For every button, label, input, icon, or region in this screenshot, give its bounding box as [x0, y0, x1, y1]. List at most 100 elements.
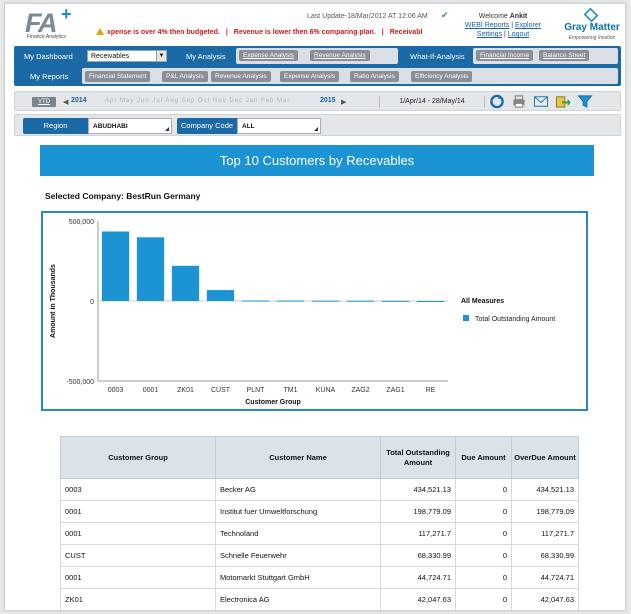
column-header[interactable]: OverDue Amount [511, 436, 579, 479]
refresh-icon[interactable] [489, 94, 505, 109]
table-cell: 198,779.09 [380, 500, 456, 523]
column-header[interactable]: Customer Group [60, 436, 216, 479]
legend-item: Total Outstanding Amount [463, 315, 555, 323]
prev-year-icon[interactable]: ◀ [63, 99, 69, 106]
table-cell: 198,779.09 [511, 500, 579, 523]
bar [241, 300, 270, 302]
dropdown-corner-icon [165, 127, 169, 131]
table-header-row: Customer Group Customer Name Total Outstan… [60, 436, 579, 479]
table-cell: Electronica AG [215, 588, 381, 610]
bar [136, 237, 165, 301]
bar [276, 300, 305, 302]
report-link[interactable]: Efficiency Analysis [411, 71, 473, 82]
warning-icon [96, 28, 104, 35]
column-header[interactable]: Customer Name [215, 436, 381, 479]
table-cell: 0 [455, 544, 512, 567]
email-icon[interactable] [533, 94, 549, 109]
bar [346, 300, 375, 302]
table-cell: 0 [455, 478, 512, 501]
bar [101, 231, 130, 301]
table-row: CUST Schnelle Feuerwehr 68,330.99 0 68,330.9… [60, 544, 579, 567]
table-cell: Technoland [215, 522, 381, 545]
bar [381, 300, 410, 302]
my-dashboard-menu[interactable]: My Dashboard [24, 52, 73, 61]
revenue-analysis-link[interactable]: Revenue Analysis [310, 50, 370, 61]
report-link[interactable]: P&L Analysis [162, 71, 208, 82]
what-if-menu[interactable]: What-If-Analysis [410, 52, 465, 61]
time-navigator: YTD ◀ 2014 Apr May Jun Jul Aug Sep Oct N… [14, 91, 621, 111]
company-code-select[interactable]: ALL [237, 118, 321, 134]
x-axis-label: Customer Group [245, 399, 301, 406]
table-cell: 0 [455, 566, 512, 589]
table-cell: 68,330.99 [380, 544, 456, 567]
gray-matter-logo: Gray Matter Empowering Intuition [562, 7, 622, 43]
month-strip[interactable]: Apr May Jun Jul Aug Sep Oct Nov Dec Jan … [105, 98, 291, 104]
table-cell: ZK01 [61, 611, 216, 612]
ytd-button[interactable]: YTD [32, 97, 56, 107]
bar [311, 300, 340, 302]
report-link[interactable]: Expense Analysis [280, 71, 339, 82]
webi-reports-link[interactable]: WEBI Reports [464, 22, 510, 29]
app-window: FA + Finance Analytics Last Update-18/Ma… [4, 3, 626, 611]
table-cell: CUST [60, 544, 216, 567]
column-header[interactable]: Due Amount [455, 436, 512, 479]
y-tick-label: 0 [90, 299, 94, 306]
chevron-down-icon: ▼ [156, 51, 166, 61]
logout-link[interactable]: Logout [507, 31, 530, 38]
bar [206, 290, 235, 301]
chart-container: 500,000 0 -500,000 0003 0001 ZK01 CUST PLNT TM1 K… [41, 211, 588, 411]
table-cell: 41,592.68 [512, 611, 579, 612]
y-axis-label: Amount in Thousands [50, 264, 57, 338]
ticker-item: Receivabl [389, 29, 423, 36]
table-row: ZK01 Electronica AG 42,047.63 0 42,047.63 [60, 588, 579, 610]
table-cell: 42,047.63 [380, 588, 456, 610]
y-tick-label: 500,000 [69, 219, 94, 226]
table-cell: 0001 [60, 566, 216, 589]
balance-sheet-link[interactable]: Balance Sheet [539, 50, 590, 61]
table-row: ZK01Maximum Energy41,592.68041,592.68 [61, 611, 579, 612]
report-link[interactable]: Revenue Analysis [211, 71, 271, 82]
table-cell: 0 [456, 611, 512, 612]
bar [416, 301, 445, 302]
welcome-text: Welcome [478, 13, 508, 20]
table-cell: 44,724.71 [511, 566, 579, 589]
table-row: 0001 Technoland 117,271.7 0 117,271.7 [60, 522, 579, 545]
table-row: 0001 Motomarkt Stuttgart GmbH 44,724.71 0 44… [60, 566, 579, 589]
main-menu: My Dashboard Receivables ▼ My Analysis E… [14, 46, 621, 86]
customer-table: Customer Group Customer Name Total Outstan… [60, 436, 579, 612]
table-cell: 117,271.7 [380, 522, 456, 545]
user-name: Ankit [509, 13, 528, 20]
user-panel: Welcome Ankit WEBI Reports | Explorer Se… [464, 13, 542, 38]
export-icon[interactable] [555, 94, 571, 109]
table-cell: ZK01 [60, 588, 216, 610]
my-reports-menu[interactable]: My Reports [30, 72, 69, 81]
financial-income-link[interactable]: Financial Income [476, 50, 534, 61]
table-cell: 0001 [60, 500, 216, 523]
report-link[interactable]: Financial Statement [85, 71, 151, 82]
explorer-link[interactable]: Explorer [515, 22, 542, 29]
x-tick-label: 0001 [143, 387, 159, 394]
table-cell: 44,724.71 [380, 566, 456, 589]
filter-icon[interactable] [577, 94, 593, 109]
expense-analysis-link[interactable]: Expense Analysis [239, 50, 298, 61]
column-header[interactable]: Total Outstanding Amount [380, 436, 456, 479]
filter-bar: Region ABUDHABI Company Code ALL [14, 114, 621, 136]
settings-link[interactable]: Settings [476, 31, 503, 38]
top-header: FA + Finance Analytics Last Update-18/Ma… [5, 4, 625, 46]
region-select[interactable]: ABUDHABI [88, 118, 172, 134]
dashboard-select[interactable]: Receivables ▼ [87, 50, 167, 62]
start-year[interactable]: 2014 [71, 97, 87, 104]
cube-icon [583, 7, 599, 23]
report-link[interactable]: Ratio Analysis [350, 71, 399, 82]
my-analysis-menu[interactable]: My Analysis [186, 52, 226, 61]
table-cell: 117,271.7 [511, 522, 579, 545]
print-icon[interactable] [511, 94, 527, 109]
selected-company: Selected Company: BestRun Germany [45, 191, 201, 201]
ticker-item: xpense is over 4% then budgeted. [107, 29, 220, 36]
table-body: 0003 Becker AG 434,521.13 0 434,521.13 0001 In… [60, 478, 579, 612]
table-cell: 0001 [60, 522, 216, 545]
next-year-icon[interactable]: ▶ [341, 99, 347, 106]
end-year[interactable]: 2015 [320, 97, 336, 104]
dropdown-corner-icon [314, 127, 318, 131]
date-range: 1/Apr/14 - 28/May/14 [379, 96, 485, 108]
